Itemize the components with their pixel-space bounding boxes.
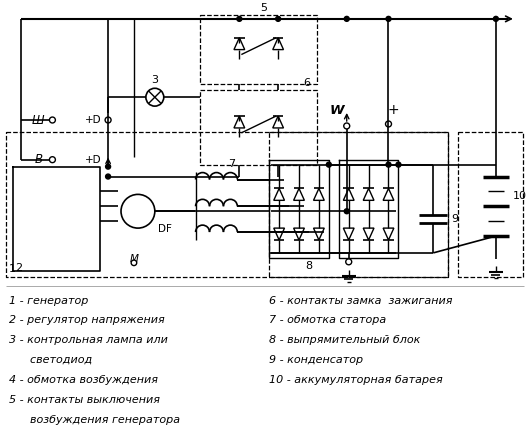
Text: M: M <box>130 254 139 264</box>
Text: B: B <box>35 153 42 166</box>
Text: 1 - генератор: 1 - генератор <box>8 296 88 305</box>
Text: 3: 3 <box>151 75 158 85</box>
Text: 1: 1 <box>8 264 15 274</box>
Circle shape <box>106 174 110 179</box>
Text: 10: 10 <box>513 191 527 202</box>
Text: 6: 6 <box>303 78 311 88</box>
Circle shape <box>106 164 110 169</box>
Text: DF: DF <box>158 224 172 234</box>
Text: 6 - контакты замка  зажигания: 6 - контакты замка зажигания <box>269 296 452 305</box>
Text: 9: 9 <box>451 214 458 224</box>
Text: 5: 5 <box>260 3 267 13</box>
Text: 8: 8 <box>305 261 313 271</box>
Text: +: + <box>388 103 399 117</box>
Text: светодиод: светодиод <box>8 355 92 365</box>
Text: 9 - конденсатор: 9 - конденсатор <box>269 355 363 365</box>
Text: 5 - контакты выключения: 5 - контакты выключения <box>8 395 160 405</box>
Text: 2 - регулятор напряжения: 2 - регулятор напряжения <box>8 315 165 325</box>
Circle shape <box>396 162 401 167</box>
Text: W: W <box>329 103 344 117</box>
Text: Ш: Ш <box>32 114 45 126</box>
Circle shape <box>386 16 391 21</box>
Circle shape <box>386 162 391 167</box>
Text: 3 - контрольная лампа или: 3 - контрольная лампа или <box>8 335 167 345</box>
Text: +D: +D <box>85 115 101 125</box>
Circle shape <box>276 16 280 21</box>
Circle shape <box>237 16 242 21</box>
Text: +D: +D <box>85 155 101 165</box>
Circle shape <box>493 16 499 21</box>
Circle shape <box>344 209 349 214</box>
Text: 8 - выпрямительный блок: 8 - выпрямительный блок <box>269 335 421 345</box>
Circle shape <box>344 16 349 21</box>
Circle shape <box>327 162 331 167</box>
Text: 7: 7 <box>228 159 235 169</box>
Text: возбуждения генератора: возбуждения генератора <box>8 415 180 424</box>
Text: 7 - обмотка статора: 7 - обмотка статора <box>269 315 387 325</box>
Text: 10 - аккумуляторная батарея: 10 - аккумуляторная батарея <box>269 375 443 385</box>
Text: 4 - обмотка возбуждения: 4 - обмотка возбуждения <box>8 375 158 385</box>
Text: 2: 2 <box>15 263 23 273</box>
